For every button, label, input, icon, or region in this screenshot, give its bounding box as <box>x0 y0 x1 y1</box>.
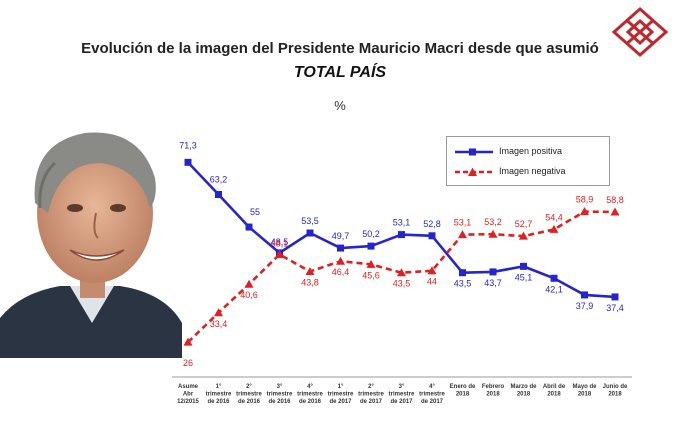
data-point-positive <box>489 268 497 276</box>
chart-subtitle: TOTAL PAÍS <box>293 64 387 81</box>
data-point-positive <box>184 158 192 166</box>
diamond-lattice-logo <box>611 6 669 58</box>
x-tick-label: 2° trimestre de 2017 <box>358 384 384 405</box>
x-tick-label: Marzo de 2018 <box>510 384 537 398</box>
data-point-positive <box>367 242 375 250</box>
legend-negative-label: Imagen negativa <box>499 166 566 176</box>
x-tick-label: 3° trimestre de 2016 <box>267 384 293 405</box>
x-tick-label: Asume Abr 12/2015 <box>177 384 199 405</box>
data-point-positive <box>459 269 466 277</box>
data-point-negative <box>488 229 498 238</box>
data-label-positive: 49,7 <box>332 231 350 241</box>
data-point-negative <box>458 230 467 239</box>
data-label-negative: 54,4 <box>545 212 563 222</box>
data-label-negative: 58,8 <box>606 195 624 205</box>
president-portrait-photo <box>0 132 182 358</box>
data-point-positive <box>611 293 619 301</box>
data-point-positive <box>581 291 588 299</box>
data-label-positive: 53,5 <box>301 216 319 226</box>
data-point-positive <box>550 274 558 282</box>
data-label-positive: 71,3 <box>179 140 197 150</box>
legend-negative-swatch <box>455 167 493 176</box>
x-tick-label: Mayo de 2018 <box>572 384 597 398</box>
data-point-negative <box>275 249 284 258</box>
data-point-positive <box>520 262 527 270</box>
data-point-positive <box>428 232 436 240</box>
data-label-positive: 55 <box>250 207 260 217</box>
data-label-negative: 44 <box>427 277 437 287</box>
data-label-negative: 52,7 <box>515 219 533 229</box>
unit-label: % <box>334 98 346 113</box>
x-tick-label: Enero de 2018 <box>450 384 476 398</box>
data-point-negative <box>336 256 345 265</box>
data-label-positive: 45,1 <box>515 272 533 282</box>
data-point-negative <box>610 207 620 216</box>
data-point-positive <box>306 229 314 237</box>
data-label-positive: 42,1 <box>545 284 563 294</box>
data-point-negative <box>183 337 193 346</box>
data-label-positive: 52,8 <box>423 219 441 229</box>
data-label-negative: 40,6 <box>240 290 258 300</box>
data-point-positive <box>337 244 344 252</box>
data-point-positive <box>398 231 405 239</box>
x-tick-label: 2° trimestre de 2016 <box>236 384 262 405</box>
data-point-negative <box>366 259 376 268</box>
data-label-negative: 26 <box>183 358 193 368</box>
data-point-positive <box>245 223 253 231</box>
data-label-negative: 43,8 <box>301 278 319 288</box>
data-label-positive: 63,2 <box>210 174 228 184</box>
legend-positive-swatch <box>455 148 493 156</box>
legend: Imagen positiva Imagen negativa <box>446 136 610 186</box>
x-tick-label: 3° trimestre de 2017 <box>389 384 415 405</box>
data-label-positive: 37,9 <box>576 301 594 311</box>
data-label-negative: 46,4 <box>332 267 350 277</box>
data-label-negative: 53,2 <box>484 217 502 227</box>
x-tick-label: 1° trimestre de 2017 <box>328 384 354 405</box>
x-tick-label: Febrero 2018 <box>482 384 505 398</box>
data-point-negative <box>214 308 223 317</box>
data-label-positive: 43,7 <box>484 278 502 288</box>
x-tick-label: Junio de 2018 <box>603 384 628 398</box>
chart-title: Evolución de la imagen del Presidente Ma… <box>81 40 599 57</box>
data-point-negative <box>305 267 315 276</box>
data-label-negative: 48,1 <box>271 238 289 248</box>
data-label-positive: 50,2 <box>362 229 380 239</box>
data-point-negative <box>244 279 254 288</box>
data-label-negative: 53,1 <box>454 218 472 228</box>
data-point-negative <box>519 231 528 240</box>
data-label-negative: 45,6 <box>362 270 380 280</box>
legend-positive-label: Imagen positiva <box>499 146 563 156</box>
data-label-negative: 33,4 <box>210 319 228 329</box>
data-point-negative <box>580 207 589 216</box>
series-line-negative <box>187 210 616 344</box>
x-tick-label: 4° trimestre de 2016 <box>297 384 323 405</box>
data-point-negative <box>427 266 437 275</box>
data-label-positive: 43,5 <box>454 279 472 289</box>
x-tick-label: 4° trimestre de 2017 <box>419 384 445 405</box>
data-point-positive <box>215 190 222 198</box>
data-point-negative <box>397 268 406 277</box>
x-tick-label: Abril de 2018 <box>543 384 566 398</box>
data-label-negative: 58,9 <box>576 195 594 205</box>
data-label-positive: 48,5 <box>271 237 289 247</box>
data-label-positive: 37,4 <box>606 303 624 313</box>
data-point-negative <box>549 224 559 233</box>
data-label-negative: 43,5 <box>393 279 411 289</box>
x-tick-label: 1° trimestre de 2016 <box>206 384 232 405</box>
data-label-positive: 53,1 <box>393 218 411 228</box>
